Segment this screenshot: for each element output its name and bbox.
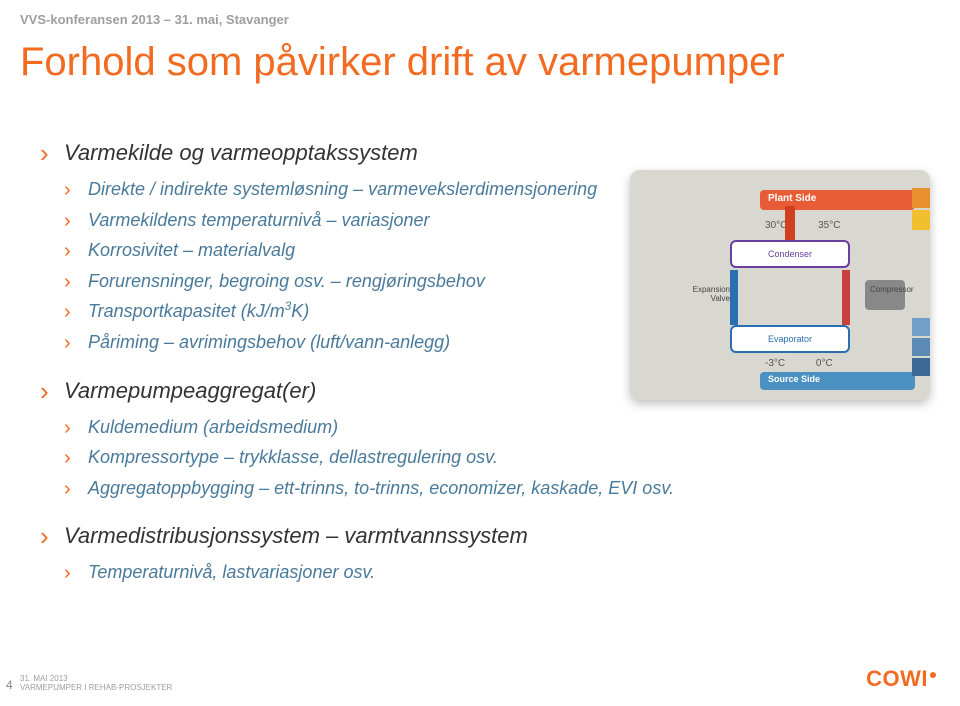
logo-dot-icon [930, 672, 936, 678]
heat-pump-diagram: Plant Side 30°C 35°C Condenser Expansion… [630, 170, 930, 400]
page-title: Forhold som påvirker drift av varmepumpe… [20, 40, 785, 85]
legend-swatch-icon [912, 210, 930, 230]
legend-swatch-icon [912, 338, 930, 356]
source-side-label: Source Side [760, 372, 915, 390]
footer-text: 31. MAI 2013 VARMEPUMPER I REHAB-PROSJEK… [20, 674, 172, 692]
temp-label: 35°C [818, 220, 840, 231]
list-item: Temperaturnivå, lastvariasjoner osv. [40, 557, 930, 588]
section-items: Kuldemedium (arbeidsmedium) Kompressorty… [40, 412, 930, 504]
section-heading: Varmedistribusjonssystem – varmtvannssys… [40, 523, 930, 549]
pipe-icon [842, 270, 850, 325]
pipe-icon [785, 206, 795, 240]
evaporator-box: Evaporator [730, 325, 850, 353]
list-item: Aggregatoppbygging – ett-trinns, to-trin… [40, 473, 930, 504]
right-legend-icon [912, 170, 930, 400]
legend-swatch-icon [912, 358, 930, 376]
temp-label: 0°C [816, 358, 833, 369]
temp-label: -3°C [765, 358, 785, 369]
header-text: VVS-konferansen 2013 – 31. mai, Stavange… [20, 12, 289, 27]
legend-swatch-icon [912, 188, 930, 208]
list-item: Kompressortype – trykklasse, dellastregu… [40, 442, 930, 473]
expansion-valve-label: Expansion Valve [685, 285, 730, 303]
top-temps: 30°C 35°C [765, 220, 868, 231]
temp-label: 30°C [765, 220, 787, 231]
page-number: 4 [6, 678, 13, 692]
condenser-box: Condenser [730, 240, 850, 268]
list-item: Kuldemedium (arbeidsmedium) [40, 412, 930, 443]
bottom-temps: -3°C 0°C [765, 358, 861, 369]
pipe-icon [730, 270, 738, 325]
footer-subject: VARMEPUMPER I REHAB-PROSJEKTER [20, 683, 172, 692]
compressor-label: Compressor [870, 285, 914, 294]
plant-side-label: Plant Side [760, 190, 915, 210]
section-heading: Varmekilde og varmeopptakssystem [40, 140, 930, 166]
section-items: Temperaturnivå, lastvariasjoner osv. [40, 557, 930, 588]
logo-text: COWI [866, 666, 928, 691]
legend-swatch-icon [912, 318, 930, 336]
footer-date: 31. MAI 2013 [20, 674, 172, 683]
cowi-logo: COWI [866, 666, 936, 692]
